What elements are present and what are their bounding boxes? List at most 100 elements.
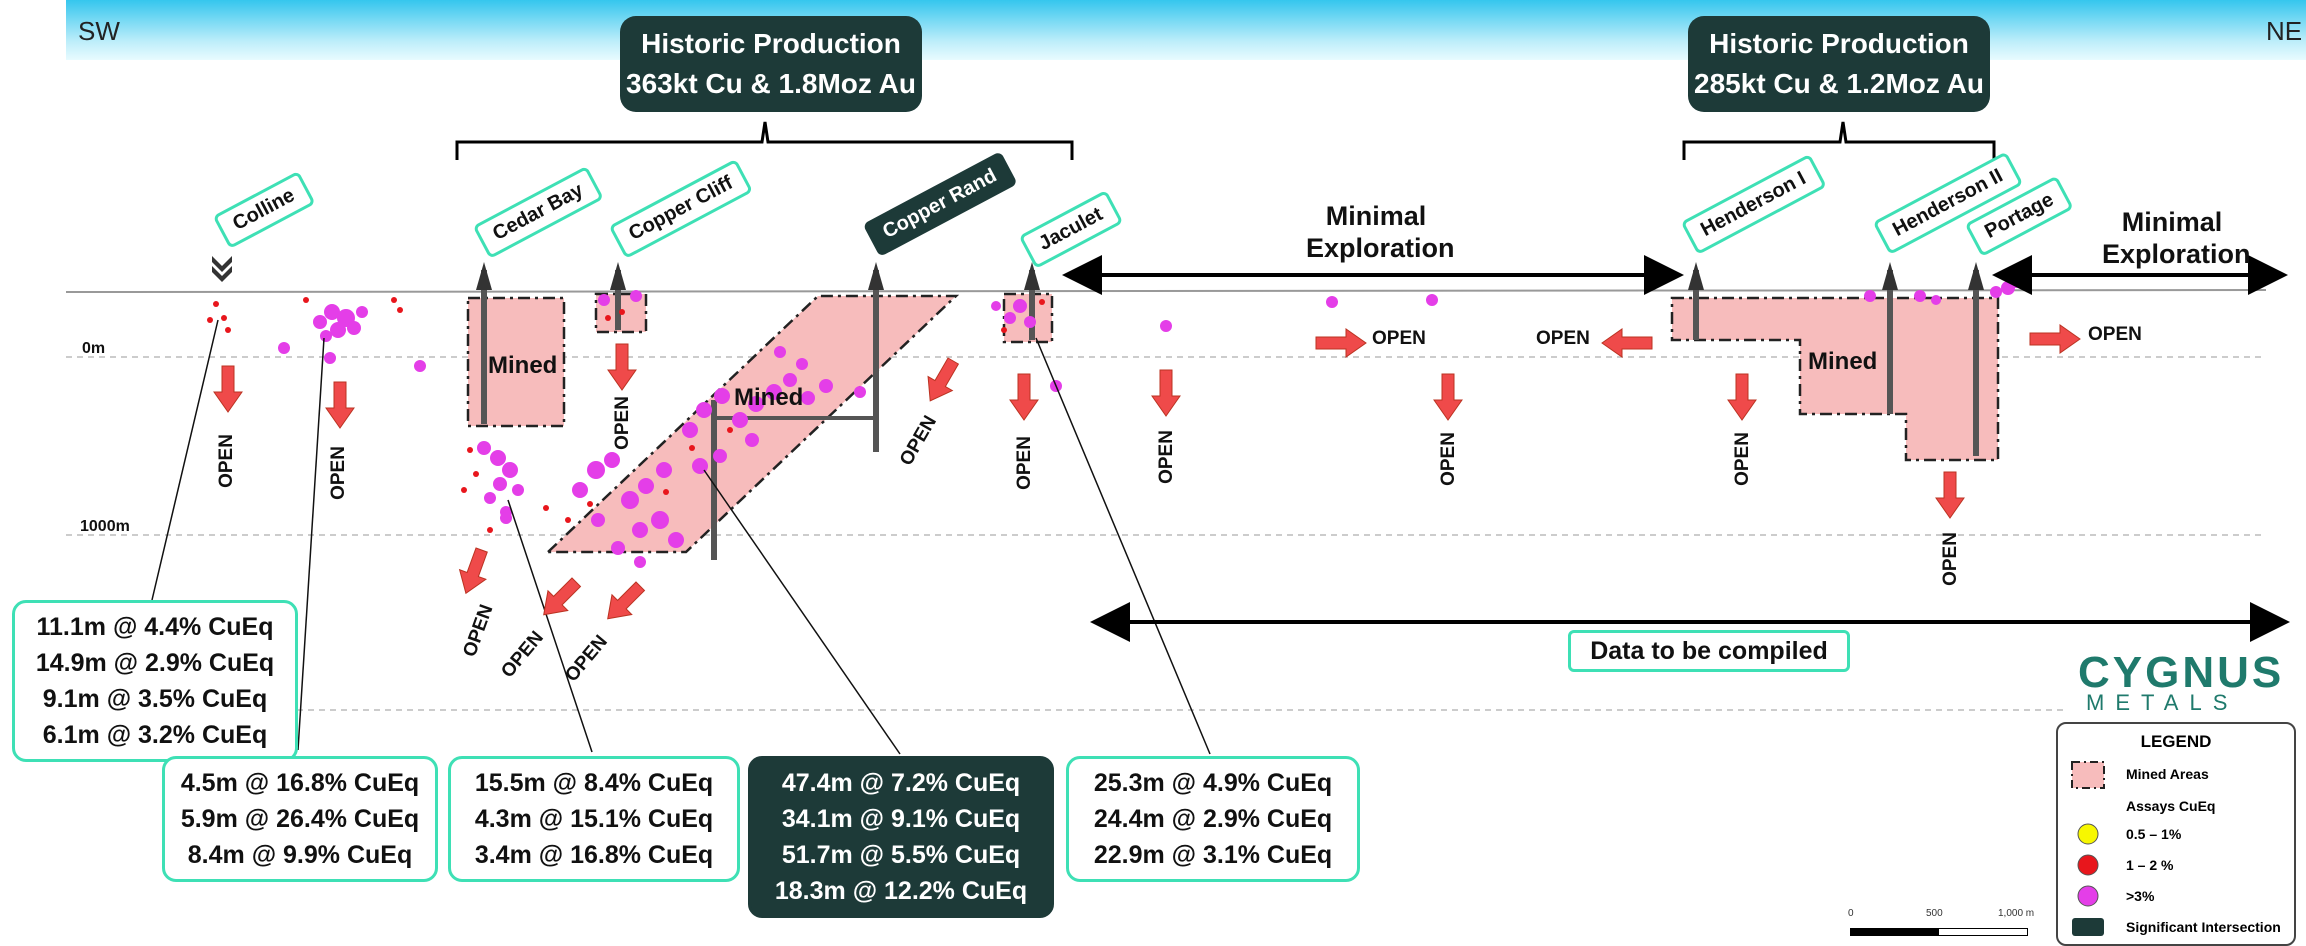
headframe-henderson-1 [1688,262,1704,290]
legend-assay-mid: 1 – 2 % [2126,857,2174,873]
callout-line-2 [297,337,325,751]
intersection-text: 18.3m @ 12.2% CuEq [774,877,1028,905]
open-label-9: OPEN [1939,532,1961,586]
historic-production-box-1: Historic Production 363kt Cu & 1.8Moz Au [620,16,922,112]
open-arrow-8 [1935,471,1965,519]
minimal-exploration-line2: Exploration [1306,233,1455,263]
callout-line-3 [507,499,593,753]
legend: LEGEND Mined Areas Assays CuEq 0.5 – 1% … [2056,722,2296,946]
historic-production-value: 363kt Cu & 1.8Moz Au [626,68,916,99]
intersection-box-colline: 11.1m @ 4.4% CuEq 14.9m @ 2.9% CuEq 9.1m… [12,600,298,762]
callout-lines [151,319,1211,755]
callout-line-5 [1035,337,1211,755]
open-label-3: OPEN [611,396,633,450]
intersection-text: 14.9m @ 2.9% CuEq [35,649,275,677]
intersection-text: 24.4m @ 2.9% CuEq [1093,805,1333,833]
intersection-text: 34.1m @ 9.1% CuEq [781,805,1021,833]
intersection-box-jaculet: 25.3m @ 4.9% CuEq 24.4m @ 2.9% CuEq 22.9… [1066,756,1360,882]
open-label-5: OPEN [1013,436,1035,490]
headframe-cedar-bay [476,262,492,290]
intersection-box-cedar-bay: 15.5m @ 8.4% CuEq 4.3m @ 15.1% CuEq 3.4m… [448,756,740,882]
intersection-text: 3.4m @ 16.8% CuEq [474,841,714,869]
assay-dots-high [278,276,2022,568]
callout-line-1 [151,319,219,601]
legend-low-swatch [2077,823,2099,845]
historic-production-title: Historic Production [641,28,901,59]
legend-swatches [2071,761,2105,936]
data-to-compile-label: Data to be compiled [1568,630,1850,672]
intersection-box-copper-rand: 47.4m @ 7.2% CuEq 34.1m @ 9.1% CuEq 51.7… [748,756,1054,918]
historic-production-value: 285kt Cu & 1.2Moz Au [1694,68,1984,99]
scale-bar [1850,928,2028,936]
intersection-box-2: 4.5m @ 16.8% CuEq 5.9m @ 26.4% CuEq 8.4m… [162,756,438,882]
legend-mined-areas: Mined Areas [2126,766,2209,782]
intersection-text: 15.5m @ 8.4% CuEq [474,769,714,797]
minimal-exploration-line1: Minimal [2121,207,2223,237]
open-arrow-7 [1727,373,1757,421]
open-label-right-2: OPEN [2088,324,2142,345]
sw-label: SW [78,16,120,46]
intersection-text: 6.1m @ 3.2% CuEq [42,721,268,749]
intersection-text: 5.9m @ 26.4% CuEq [180,805,420,833]
legend-mid-swatch [2077,854,2099,876]
legend-assay-low: 0.5 – 1% [2126,826,2182,842]
open-label-left: OPEN [1536,328,1590,349]
intersection-text: 4.3m @ 15.1% CuEq [474,805,714,833]
open-label-1: OPEN [215,434,237,488]
open-arrow-left [1601,328,1653,358]
cygnus-logo-wordmark: CYGNUS [2078,648,2285,697]
intersection-text: 25.3m @ 4.9% CuEq [1093,769,1333,797]
minimal-exploration-label-1: Minimal Exploration [1306,200,1455,264]
mined-label-copper-rand: Mined [734,384,804,411]
headframe-copper-rand [868,262,884,290]
scale-bar-zero: 0 [1848,908,1854,919]
minimal-exploration-label-2: Minimal Exploration [2102,206,2251,270]
open-arrow-right-2 [2029,324,2081,354]
legend-significant: Significant Intersection [2126,919,2281,935]
mined-label-henderson: Mined [1808,348,1878,375]
mined-area-copper-rand [544,294,960,554]
intersection-text: 11.1m @ 4.4% CuEq [36,613,274,641]
brace-left [455,121,1074,160]
callout-line-4 [703,469,901,755]
open-label-right-1: OPEN [1372,328,1426,349]
headframe-portage [1968,262,1984,290]
headframe-jaculet [1024,262,1040,290]
legend-assay-high: >3% [2126,888,2155,904]
mined-area-henderson [1670,296,2000,462]
open-arrow-4 [1009,373,1039,421]
brace-right [1682,121,1996,160]
open-arrow-diag-3 [607,581,646,620]
open-label-2: OPEN [327,446,349,500]
cygnus-logo-subtitle: METALS [2086,690,2239,715]
intersection-text: 8.4m @ 9.9% CuEq [187,841,413,869]
ne-label: NE [2266,16,2303,46]
scale-bar-mid: 500 [1926,908,1943,919]
open-arrow-3 [607,343,637,391]
legend-high-swatch [2077,885,2099,907]
legend-title: LEGEND [2140,732,2212,751]
intersection-text: 9.1m @ 3.5% CuEq [42,685,268,713]
open-label-8: OPEN [1731,432,1753,486]
mined-label-cedar-bay: Mined [488,352,558,379]
scale-bar-end: 1,000 m [1998,908,2035,919]
intersection-text: 51.7m @ 5.5% CuEq [781,841,1021,869]
depth-label-0m: 0m [82,340,106,357]
open-label-6: OPEN [1155,430,1177,484]
surface-line [65,289,2267,293]
minimal-exploration-line1: Minimal [1325,201,1427,231]
open-arrow-1 [213,365,243,413]
historic-production-title: Historic Production [1709,28,1969,59]
legend-significant-swatch [2072,918,2104,936]
historic-production-box-2: Historic Production 285kt Cu & 1.2Moz Au [1688,16,1990,112]
open-label-7: OPEN [1437,432,1459,486]
headframe-copper-cliff [610,262,626,290]
legend-assays-header: Assays CuEq [2126,798,2216,814]
chevron-colline-icon [212,256,232,282]
open-arrow-diag-1 [458,547,488,595]
intersection-text: 4.5m @ 16.8% CuEq [180,769,420,797]
open-arrow-5 [1151,369,1181,417]
headframe-henderson-2 [1882,262,1898,290]
